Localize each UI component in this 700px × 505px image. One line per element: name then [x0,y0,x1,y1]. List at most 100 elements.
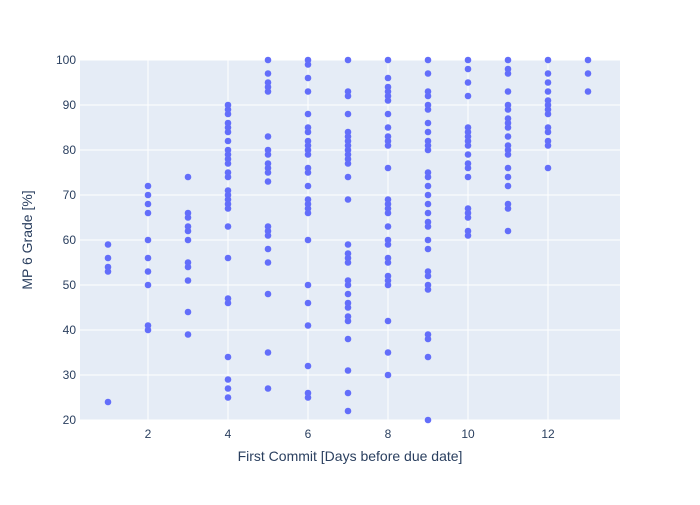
data-point [424,119,432,127]
data-point [504,70,512,77]
data-point [504,227,512,235]
data-point [464,65,472,73]
data-point [144,191,152,199]
data-point [184,227,192,235]
data-point [264,133,272,140]
data-point [264,88,272,95]
data-point [344,110,352,118]
data-point [224,299,232,307]
data-point [464,173,472,181]
data-point [384,281,392,289]
data-point [384,349,392,356]
data-point [104,268,112,275]
points-layer [104,56,592,424]
x-tick-label: 10 [461,427,475,441]
data-point [304,61,312,68]
data-point [144,281,152,289]
data-point [424,223,432,230]
data-point [424,353,432,361]
data-point [304,362,312,370]
data-point [224,385,232,392]
data-point [384,56,392,64]
data-point [304,281,312,289]
x-tick-label: 6 [305,427,312,441]
data-point [464,151,472,158]
y-tick-label: 70 [63,188,77,202]
data-point [544,79,552,86]
data-point [304,322,312,329]
data-point [464,79,472,86]
data-point [384,74,392,82]
data-point [304,394,312,401]
data-point [384,97,392,104]
data-point [424,56,432,64]
data-point [344,367,352,374]
data-point [184,173,192,181]
data-point [344,281,352,289]
y-tick-label: 20 [63,413,77,427]
data-point [384,371,392,379]
data-point [504,88,512,95]
data-point [304,110,312,118]
data-point [184,236,192,244]
data-point [104,398,112,406]
data-point [264,290,272,298]
data-point [504,182,512,190]
data-point [504,164,512,172]
data-point [384,241,392,248]
data-point [504,133,512,140]
data-point [304,151,312,158]
data-point [384,209,392,217]
data-point [224,353,232,361]
data-point [504,56,512,64]
data-point [344,173,352,181]
data-point [144,254,152,262]
data-point [264,56,272,64]
data-point [264,245,272,253]
data-point [584,88,592,95]
data-point [464,56,472,64]
data-point [184,214,192,221]
data-point [424,182,432,190]
data-point [424,200,432,208]
data-point [224,110,232,118]
data-point [304,182,312,190]
data-point [544,142,552,149]
x-axis-title: First Commit [Days before due date] [238,448,463,464]
y-tick-label: 100 [56,53,76,67]
data-point [264,232,272,239]
data-point [464,232,472,239]
data-point [384,317,392,325]
data-point [264,385,272,392]
data-point [424,209,432,217]
data-point [144,182,152,190]
data-point [304,236,312,244]
data-point [344,259,352,266]
data-point [424,128,432,136]
data-point [184,277,192,284]
data-point [424,335,432,343]
data-point [384,110,392,118]
data-point [544,110,552,118]
data-point [464,92,472,100]
data-point [424,92,432,100]
data-point [224,128,232,136]
x-tick-label: 8 [385,427,392,441]
data-point [384,142,392,149]
data-point [384,223,392,230]
data-point [424,272,432,280]
data-point [384,124,392,131]
data-point [224,137,232,145]
data-point [544,128,552,136]
data-point [504,106,512,113]
data-point [224,223,232,230]
data-point [184,331,192,338]
data-point [504,205,512,212]
data-point [344,290,352,298]
data-point [464,214,472,221]
data-point [344,92,352,100]
data-point [224,160,232,167]
data-point [304,169,312,176]
